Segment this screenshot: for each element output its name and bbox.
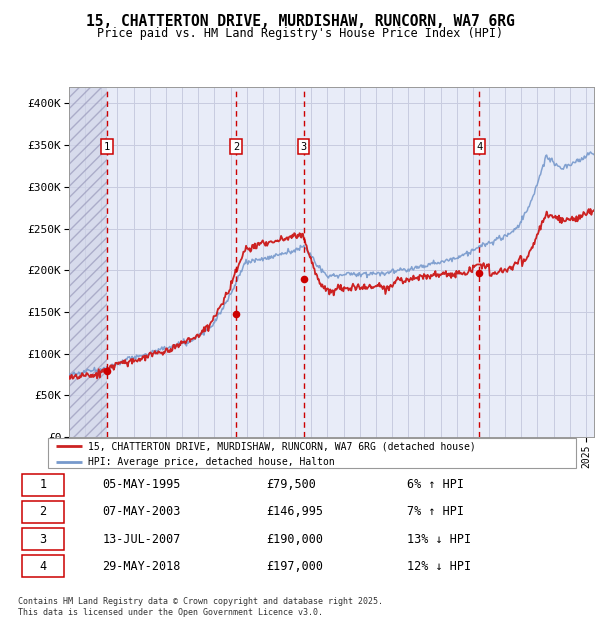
Text: Price paid vs. HM Land Registry's House Price Index (HPI): Price paid vs. HM Land Registry's House … bbox=[97, 27, 503, 40]
Text: 7% ↑ HPI: 7% ↑ HPI bbox=[407, 505, 464, 518]
Text: 13-JUL-2007: 13-JUL-2007 bbox=[103, 533, 181, 546]
FancyBboxPatch shape bbox=[48, 438, 576, 468]
FancyBboxPatch shape bbox=[22, 556, 64, 577]
Text: 15, CHATTERTON DRIVE, MURDISHAW, RUNCORN, WA7 6RG: 15, CHATTERTON DRIVE, MURDISHAW, RUNCORN… bbox=[86, 14, 514, 29]
Text: £146,995: £146,995 bbox=[266, 505, 323, 518]
Text: 13% ↓ HPI: 13% ↓ HPI bbox=[407, 533, 471, 546]
Text: 6% ↑ HPI: 6% ↑ HPI bbox=[407, 478, 464, 491]
Text: 4: 4 bbox=[476, 142, 482, 152]
FancyBboxPatch shape bbox=[22, 528, 64, 550]
Bar bbox=[69, 87, 107, 437]
Text: 2: 2 bbox=[39, 505, 46, 518]
Text: 4: 4 bbox=[39, 560, 46, 573]
Text: 1: 1 bbox=[104, 142, 110, 152]
Text: 3: 3 bbox=[39, 533, 46, 546]
Text: 29-MAY-2018: 29-MAY-2018 bbox=[103, 560, 181, 573]
Text: £79,500: £79,500 bbox=[266, 478, 316, 491]
Text: 1: 1 bbox=[39, 478, 46, 491]
FancyBboxPatch shape bbox=[22, 501, 64, 523]
Text: HPI: Average price, detached house, Halton: HPI: Average price, detached house, Halt… bbox=[88, 456, 334, 467]
Text: £197,000: £197,000 bbox=[266, 560, 323, 573]
FancyBboxPatch shape bbox=[22, 474, 64, 495]
Text: Contains HM Land Registry data © Crown copyright and database right 2025.
This d: Contains HM Land Registry data © Crown c… bbox=[18, 598, 383, 617]
Text: 3: 3 bbox=[301, 142, 307, 152]
Text: 2: 2 bbox=[233, 142, 239, 152]
Text: 12% ↓ HPI: 12% ↓ HPI bbox=[407, 560, 471, 573]
Text: 05-MAY-1995: 05-MAY-1995 bbox=[103, 478, 181, 491]
Text: 07-MAY-2003: 07-MAY-2003 bbox=[103, 505, 181, 518]
Text: £190,000: £190,000 bbox=[266, 533, 323, 546]
Text: 15, CHATTERTON DRIVE, MURDISHAW, RUNCORN, WA7 6RG (detached house): 15, CHATTERTON DRIVE, MURDISHAW, RUNCORN… bbox=[88, 441, 475, 451]
